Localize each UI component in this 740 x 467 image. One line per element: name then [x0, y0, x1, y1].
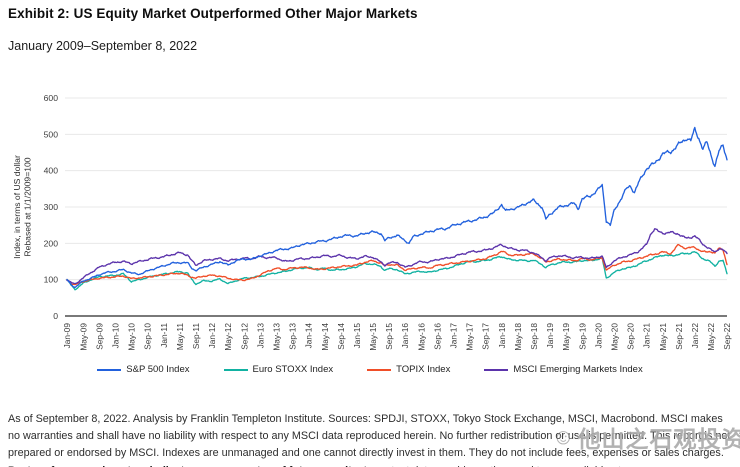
footnote: As of September 8, 2022. Analysis by Fra…	[8, 411, 737, 467]
x-tick-label: Sep-16	[432, 323, 442, 350]
x-tick-label: May-14	[320, 323, 330, 351]
x-tick-label: Jan-18	[497, 323, 507, 349]
x-tick-label: Jan-16	[400, 323, 410, 349]
x-tick-label: Sep-21	[674, 323, 684, 350]
x-tick-label: Sep-17	[481, 323, 491, 350]
x-tick-label: Jan-12	[207, 323, 217, 349]
x-tick-label: May-15	[368, 323, 378, 351]
footnote-text: As of September 8, 2022. Analysis by Fra…	[8, 412, 731, 460]
x-tick-label: Jan-19	[545, 323, 555, 349]
x-tick-label: Sep-10	[143, 323, 153, 350]
x-tick-label: May-17	[465, 323, 475, 351]
y-tick-label: 0	[53, 311, 58, 321]
legend-item-msci-emerging-markets-index: MSCI Emerging Markets Index	[484, 364, 643, 375]
legend-item-topix-index: TOPIX Index	[367, 364, 450, 375]
exhibit-subtitle: January 2009–September 8, 2022	[8, 39, 198, 53]
legend-line-swatch	[484, 368, 509, 371]
legend-label: Euro STOXX Index	[252, 364, 334, 375]
x-tick-label: Sep-12	[239, 323, 249, 350]
exhibit-title: Exhibit 2: US Equity Market Outperformed…	[8, 6, 418, 21]
y-tick-label: 600	[44, 93, 59, 103]
x-tick-label: Jan-15	[352, 323, 362, 349]
chart-legend: S&P 500 Index Euro STOXX Index TOPIX Index…	[0, 364, 740, 375]
x-tick-label: Sep-11	[191, 323, 201, 350]
x-tick-label: Jan-17	[449, 323, 459, 349]
x-tick-label: May-19	[561, 323, 571, 351]
series-line-topix-index	[66, 243, 728, 286]
x-tick-label: Sep-14	[336, 323, 346, 350]
x-tick-label: Sep-20	[626, 323, 636, 350]
y-tick-label: 500	[44, 129, 59, 139]
x-tick-label: Jan-10	[110, 323, 120, 349]
x-tick-label: May-22	[706, 323, 716, 351]
legend-label: MSCI Emerging Markets Index	[513, 364, 643, 375]
legend-line-swatch	[223, 368, 248, 371]
x-tick-label: Jan-14	[304, 323, 314, 349]
legend-label: S&P 500 Index	[126, 364, 190, 375]
x-tick-label: Jan-11	[159, 323, 169, 348]
x-tick-label: Sep-19	[577, 323, 587, 350]
x-tick-label: May-20	[610, 323, 620, 351]
x-tick-label: Jan-13	[255, 323, 265, 349]
series-line-msci-emerging-markets-index	[66, 228, 728, 285]
x-tick-label: Jan-21	[642, 323, 652, 349]
x-tick-label: Jan-20	[593, 323, 603, 349]
x-tick-label: May-13	[271, 323, 281, 351]
y-tick-label: 100	[44, 275, 59, 285]
footnote-bold-text: Past performance is not an indicator or …	[8, 465, 361, 467]
x-tick-label: May-18	[513, 323, 523, 351]
legend-line-swatch	[97, 368, 122, 371]
x-tick-label: May-09	[78, 323, 88, 351]
x-tick-label: May-10	[127, 323, 137, 351]
series-line-euro-stoxx-index	[66, 251, 728, 291]
x-tick-label: May-12	[223, 323, 233, 351]
y-tick-label: 300	[44, 202, 59, 212]
x-tick-label: Jan-09	[62, 323, 72, 349]
x-tick-label: Jan-22	[690, 323, 700, 349]
x-tick-label: May-21	[658, 323, 668, 351]
x-tick-label: Sep-15	[384, 323, 394, 350]
x-tick-label: May-11	[175, 323, 185, 350]
y-tick-label: 200	[44, 238, 59, 248]
y-axis-title: Index, in terms of US dollarRebased at 1…	[12, 155, 33, 259]
legend-line-swatch	[367, 368, 392, 371]
x-tick-label: May-16	[416, 323, 426, 351]
legend-item-s-p-500-index: S&P 500 Index	[97, 364, 190, 375]
x-tick-label: Sep-09	[94, 323, 104, 350]
line-chart: 0 100 200 300 400 500 600 Index, in terms of US…	[0, 62, 740, 362]
y-tick-label: 400	[44, 166, 59, 176]
footnote-text-after: Important data provider notices and term…	[364, 465, 621, 467]
legend-label: TOPIX Index	[396, 364, 451, 375]
x-tick-label: Sep-18	[529, 323, 539, 350]
series-line-s-p-500-index	[66, 126, 728, 289]
x-tick-label: Sep-13	[288, 323, 298, 350]
x-tick-label: Sep-22	[722, 323, 732, 350]
legend-item-euro-stoxx-index: Euro STOXX Index	[223, 364, 334, 375]
chart-svg: 0 100 200 300 400 500 600 Index, in terms of US…	[12, 93, 732, 351]
